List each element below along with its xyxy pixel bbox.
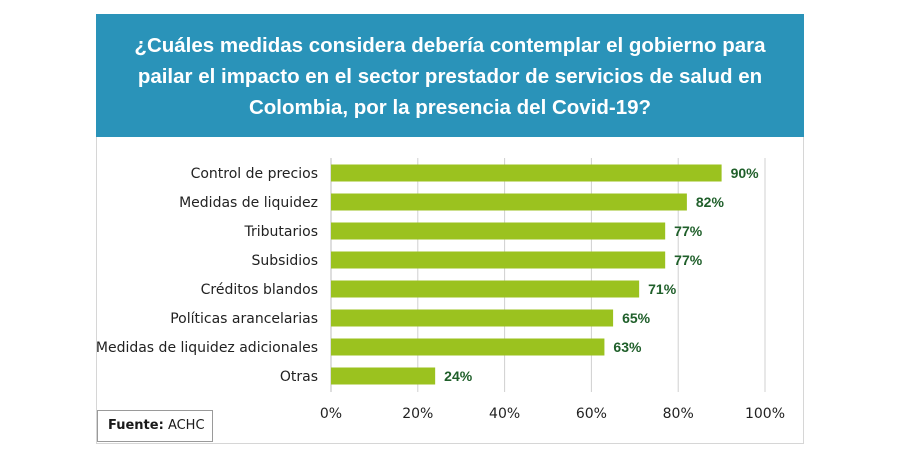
value-label: 77% [674,223,703,239]
category-label: Medidas de liquidez adicionales [96,340,318,356]
x-tick-label: 60% [576,406,607,422]
source-note: Fuente: ACHC [97,410,213,442]
value-label: 82% [696,194,725,210]
value-label: 77% [674,252,703,268]
value-label: 24% [444,368,473,384]
chart-title-line: Colombia, por la presencia del Covid-19? [248,96,652,119]
bar [331,338,605,356]
value-label: 90% [731,165,760,181]
value-label: 71% [648,281,677,297]
bar [331,309,614,327]
value-label: 65% [622,310,651,326]
bar [331,222,666,240]
bar [331,193,687,211]
value-label: 63% [613,339,642,355]
chart-title-line: pailar el impacto en el sector prestador… [137,65,763,88]
x-tick-label: 80% [663,406,694,422]
category-label: Subsidios [252,253,318,269]
bar [331,164,722,182]
category-label: Medidas de liquidez [179,195,318,211]
chart-title-line: ¿Cuáles medidas considera debería contem… [134,34,766,57]
category-label: Otras [280,369,318,385]
category-label: Tributarios [244,224,318,240]
category-label: Créditos blandos [201,282,318,298]
category-label: Políticas arancelarias [170,311,318,327]
bar [331,280,640,298]
source-value: ACHC [167,418,205,433]
x-tick-label: 0% [320,406,342,422]
bar [331,251,666,269]
bar [331,367,436,385]
chart-title: ¿Cuáles medidas considera debería contem… [96,14,804,137]
category-label: Control de precios [191,166,318,182]
x-tick-label: 40% [489,406,520,422]
x-tick-label: 100% [745,406,785,422]
source-label: Fuente: [108,418,164,433]
x-tick-label: 20% [402,406,433,422]
